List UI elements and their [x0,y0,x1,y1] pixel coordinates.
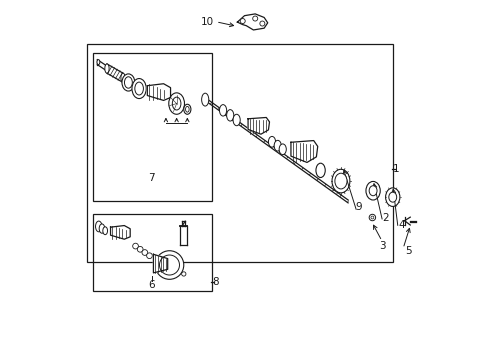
Ellipse shape [137,247,143,252]
Ellipse shape [315,163,325,177]
Polygon shape [247,117,269,134]
Ellipse shape [121,73,125,82]
Text: 4: 4 [398,220,404,230]
Ellipse shape [104,64,109,73]
Ellipse shape [168,93,184,114]
Ellipse shape [368,186,376,196]
Ellipse shape [279,144,285,155]
Polygon shape [110,226,130,239]
Text: 8: 8 [212,277,219,287]
Ellipse shape [97,60,100,64]
Ellipse shape [183,104,190,114]
Ellipse shape [135,82,143,95]
Text: 5: 5 [405,247,411,256]
Polygon shape [153,254,167,273]
Ellipse shape [385,188,399,206]
Bar [93,214,212,291]
Ellipse shape [219,105,226,116]
Ellipse shape [370,216,373,219]
Ellipse shape [155,251,183,279]
Ellipse shape [159,255,179,275]
Ellipse shape [99,224,104,233]
Ellipse shape [132,243,138,249]
Bar [93,53,212,202]
Text: 3: 3 [378,241,385,251]
Ellipse shape [365,181,380,200]
Ellipse shape [274,140,281,151]
Text: 1: 1 [392,164,399,174]
Ellipse shape [146,253,152,258]
Ellipse shape [102,227,107,235]
Ellipse shape [172,97,181,110]
Ellipse shape [181,272,185,276]
Ellipse shape [334,173,346,189]
Ellipse shape [132,78,146,99]
Ellipse shape [240,18,244,23]
Text: 2: 2 [382,212,388,222]
Ellipse shape [368,214,375,221]
Ellipse shape [226,110,233,121]
Ellipse shape [252,16,257,21]
Text: 6: 6 [148,280,155,291]
Ellipse shape [388,192,396,202]
Polygon shape [290,140,317,162]
Ellipse shape [95,221,102,232]
Ellipse shape [142,249,147,255]
Ellipse shape [201,93,208,106]
Text: 10: 10 [200,17,213,27]
Bar [87,44,392,262]
Text: 7: 7 [148,173,155,183]
Ellipse shape [233,114,240,126]
Text: 9: 9 [355,202,362,212]
Ellipse shape [331,169,349,193]
Ellipse shape [122,74,135,91]
Polygon shape [147,84,170,100]
Ellipse shape [185,107,189,112]
Ellipse shape [268,136,275,147]
Polygon shape [237,14,267,30]
Ellipse shape [124,77,132,88]
Ellipse shape [259,21,264,26]
